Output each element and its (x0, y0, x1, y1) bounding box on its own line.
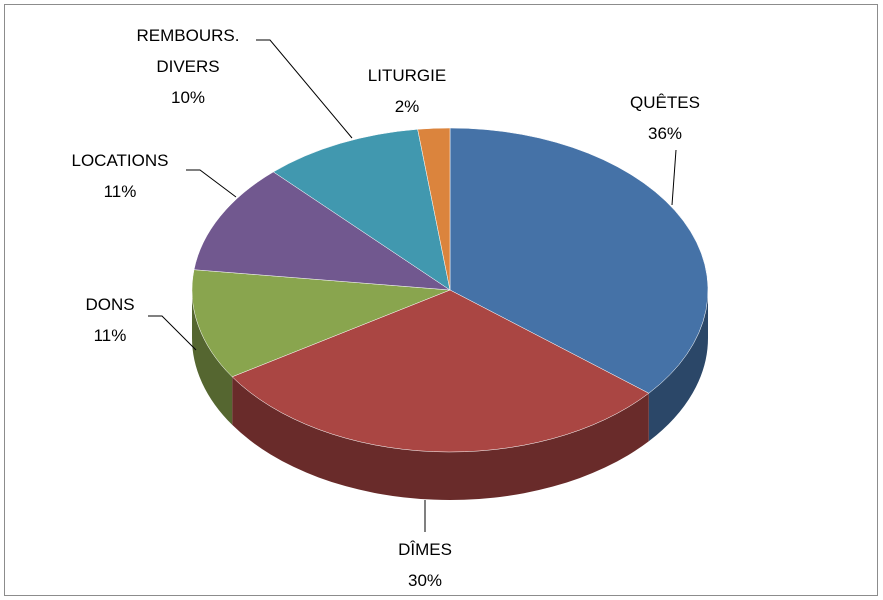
pie-slice (193, 171, 451, 291)
category-label: LITURGIE (367, 66, 447, 85)
value-label: 11% (103, 182, 137, 201)
leader-line (256, 39, 353, 139)
leader-line (186, 169, 237, 198)
category-label: QUÊTES (630, 93, 700, 112)
slice-label: QUÊTES 36% (605, 87, 725, 149)
value-label: 10% (170, 88, 206, 107)
value-label: 30% (407, 571, 443, 590)
pie-slice (191, 269, 451, 378)
pie-slice (417, 127, 451, 291)
pie-slice (449, 127, 709, 394)
leader-line (671, 149, 677, 206)
category-label: DÎMES (398, 540, 452, 559)
value-label: 36% (647, 124, 683, 143)
category-label: DONS (85, 295, 135, 314)
category-label: LOCATIONS (71, 151, 169, 170)
slice-label: LOCATIONS 11% (50, 145, 190, 207)
slice-label: REMBOURS. DIVERS 10% (128, 20, 248, 113)
leader-line (148, 315, 197, 351)
pie-slice (231, 289, 650, 453)
value-label: 11% (93, 326, 127, 345)
slice-label: DONS 11% (70, 289, 150, 351)
pie-side (192, 290, 233, 425)
slice-label: LITURGIE 2% (357, 60, 457, 122)
pie-slice (272, 129, 451, 291)
category-label: REMBOURS. DIVERS (136, 26, 240, 76)
slice-label: DÎMES 30% (365, 534, 485, 596)
value-label: 2% (394, 97, 420, 116)
pie-side (232, 376, 649, 500)
